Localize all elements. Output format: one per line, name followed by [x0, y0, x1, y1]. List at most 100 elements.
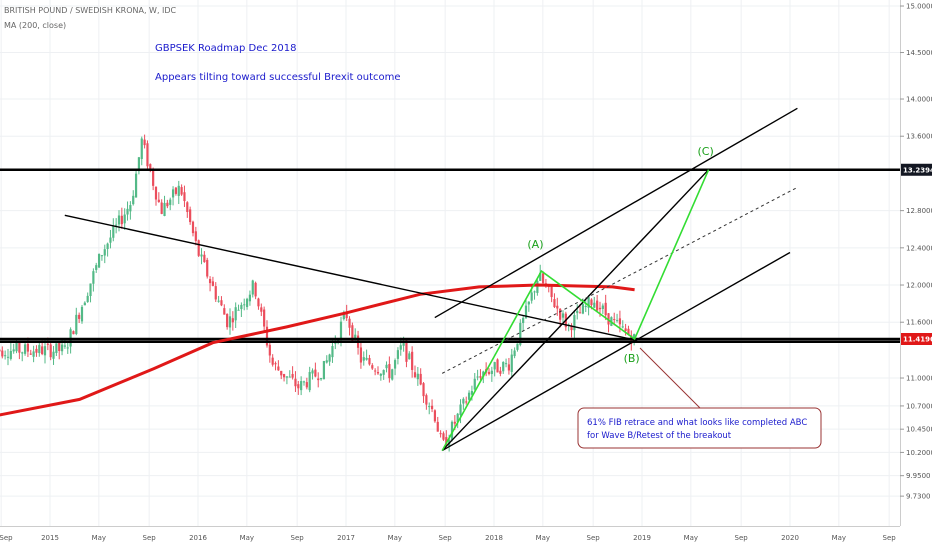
- wave-label: (A): [527, 238, 543, 251]
- candle-body: [23, 344, 27, 354]
- candle-body: [439, 433, 442, 435]
- x-tick-label: Sep: [0, 534, 13, 542]
- candle-body: [254, 282, 257, 297]
- price-labels: 13.2394 11.4196: [901, 163, 932, 345]
- candle-body: [157, 199, 160, 202]
- candle-body: [211, 281, 215, 286]
- x-tick-label: Sep: [883, 534, 897, 542]
- candle-body: [445, 437, 448, 446]
- candle-body: [493, 362, 496, 370]
- candle-body: [368, 358, 371, 365]
- candle-body: [282, 374, 286, 378]
- candle-body: [428, 406, 431, 408]
- candle-body: [129, 205, 132, 212]
- candle-body: [311, 370, 314, 374]
- candle-body: [559, 308, 562, 320]
- y-tick-label: 10.4500: [906, 426, 932, 434]
- candle-body: [75, 314, 78, 334]
- x-tick-label: May: [536, 534, 550, 542]
- candle-body: [382, 370, 385, 375]
- candle-body: [92, 271, 95, 284]
- candle-body: [502, 362, 505, 372]
- candle-body: [117, 215, 121, 225]
- candle-body: [593, 302, 596, 308]
- y-tick-label: 9.9500: [906, 472, 931, 480]
- candle-body: [411, 351, 414, 370]
- candle-body: [29, 353, 32, 355]
- x-tick-label: 2017: [337, 534, 355, 542]
- candle-body: [271, 357, 274, 365]
- candle-body: [519, 322, 522, 345]
- y-tick-label: 14.0000: [906, 96, 932, 104]
- candle-body: [587, 297, 590, 308]
- candle-body: [379, 373, 382, 376]
- candle-body: [6, 356, 10, 358]
- candle-body: [561, 313, 565, 318]
- note-line-2: for Wave B/Retest of the breakout: [587, 431, 732, 441]
- candle-body: [257, 298, 260, 307]
- y-tick-label: 10.7000: [906, 402, 932, 410]
- candle-body: [539, 272, 542, 281]
- candle-body: [322, 361, 326, 380]
- candle-body: [596, 300, 599, 311]
- candle-body: [499, 370, 502, 374]
- x-tick-label: May: [684, 534, 698, 542]
- candle-body: [60, 344, 64, 352]
- wave-path: [441, 169, 710, 451]
- candle-body: [339, 321, 343, 340]
- candles: [0, 134, 636, 452]
- candle-body: [274, 363, 277, 365]
- candle-body: [97, 254, 101, 268]
- candle-body: [58, 342, 61, 351]
- candle-body: [573, 315, 576, 331]
- trend-line: [441, 169, 710, 452]
- candle-body: [450, 421, 454, 440]
- candle-body: [72, 331, 75, 335]
- candle-body: [422, 383, 425, 397]
- candle-body: [413, 372, 417, 378]
- candle-body: [134, 173, 138, 198]
- candle-body: [223, 308, 226, 315]
- candle-body: [419, 373, 422, 385]
- candle-body: [234, 307, 237, 321]
- candle-body: [524, 305, 528, 319]
- candle-body: [553, 299, 556, 308]
- candle-body: [302, 381, 306, 383]
- candle-body: [285, 376, 289, 378]
- candle-body: [467, 392, 471, 400]
- candle-body: [430, 405, 434, 410]
- x-tick-label: May: [832, 534, 846, 542]
- candle-body: [331, 346, 334, 358]
- candle-body: [516, 343, 519, 350]
- x-axis-bg: [0, 526, 900, 550]
- candle-body: [396, 350, 400, 359]
- candle-body: [359, 347, 363, 363]
- candle-body: [115, 224, 118, 226]
- candle-body: [345, 311, 348, 319]
- candle-body: [365, 357, 368, 360]
- candle-body: [177, 185, 180, 196]
- price-label-bg: [901, 333, 932, 345]
- candle-body: [183, 192, 186, 202]
- candle-body: [203, 254, 206, 263]
- candle-body: [541, 273, 545, 284]
- candle-body: [109, 237, 112, 243]
- candle-body: [214, 286, 217, 300]
- candle-body: [408, 353, 411, 360]
- candle-body: [536, 281, 539, 293]
- candle-body: [416, 373, 419, 380]
- candle-body: [618, 318, 622, 325]
- candle-body: [0, 349, 1, 352]
- candle-body: [584, 306, 587, 308]
- candle-body: [482, 371, 485, 377]
- candle-body: [487, 371, 491, 374]
- candle-body: [334, 342, 337, 344]
- candle-body: [607, 313, 610, 325]
- note-line-1: 61% FIB retrace and what looks like comp…: [587, 418, 807, 428]
- trend-line: [64, 214, 635, 341]
- candle-body: [160, 202, 163, 214]
- candle-body: [496, 359, 499, 373]
- candle-body: [436, 421, 439, 432]
- candle-body: [291, 373, 294, 378]
- wave-label: (C): [698, 145, 714, 158]
